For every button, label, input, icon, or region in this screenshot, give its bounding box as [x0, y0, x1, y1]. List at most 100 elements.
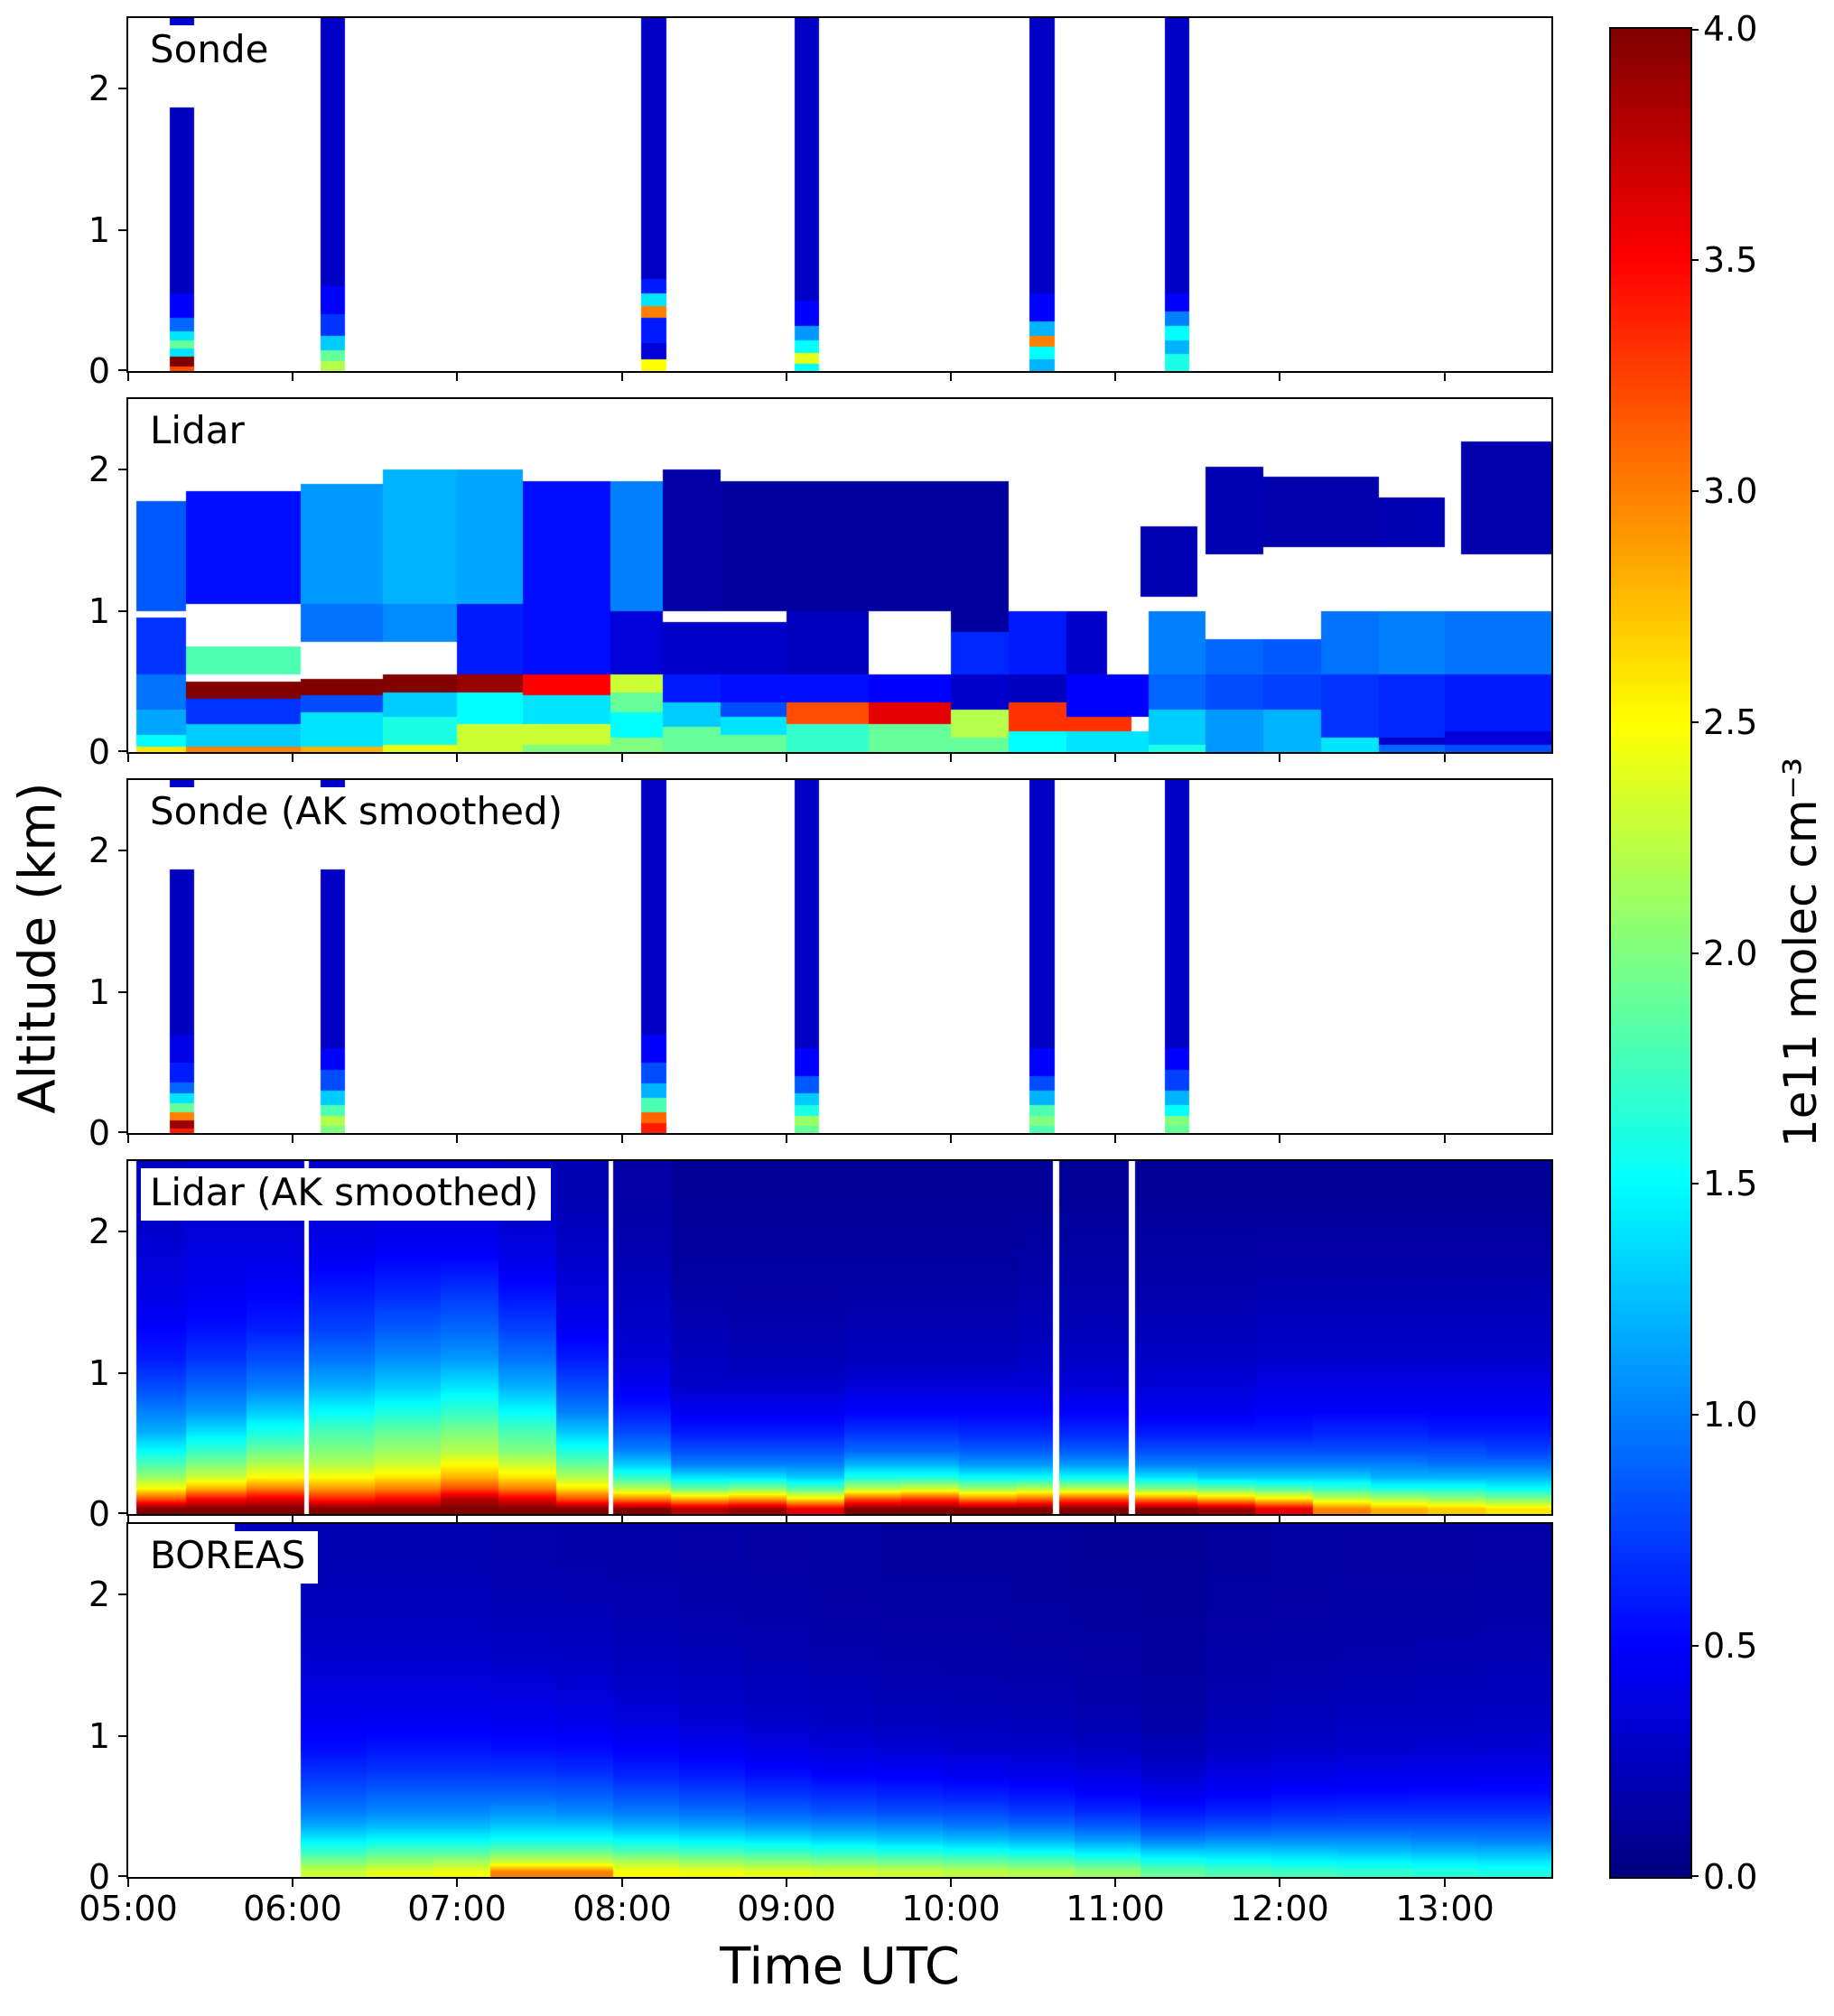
colorbar-tick-label: 3.0	[1703, 471, 1758, 511]
x-tick-mark	[456, 1135, 458, 1143]
boreas-heatmap-canvas	[128, 1524, 1551, 1877]
y-tick-label: 2	[88, 1575, 110, 1614]
y-tick-label: 0	[88, 351, 110, 391]
x-tick-label: 08:00	[573, 1889, 672, 1928]
x-tick-mark	[1114, 1879, 1116, 1887]
colorbar-canvas	[1611, 29, 1690, 1877]
x-tick-mark	[456, 373, 458, 381]
x-tick-label: 10:00	[901, 1889, 1001, 1928]
panel-label-boreas: BOREAS	[141, 1531, 319, 1584]
x-tick-mark	[292, 373, 293, 381]
y-tick-label: 2	[88, 450, 110, 489]
x-tick-mark	[292, 754, 293, 762]
y-tick-mark	[118, 610, 126, 612]
y-tick-label: 0	[88, 1113, 110, 1153]
x-tick-mark	[950, 754, 952, 762]
y-tick-label: 2	[88, 831, 110, 870]
colorbar-tick-label: 3.5	[1703, 240, 1758, 280]
y-tick-mark	[118, 750, 126, 752]
y-tick-mark	[118, 88, 126, 89]
x-tick-mark	[950, 1516, 952, 1524]
y-tick-mark	[118, 369, 126, 371]
colorbar-tick-mark	[1690, 259, 1699, 261]
x-tick-mark	[1114, 754, 1116, 762]
colorbar-tick-mark	[1690, 952, 1699, 954]
x-tick-label: 13:00	[1395, 1889, 1494, 1928]
y-tick-mark	[118, 1593, 126, 1595]
x-tick-label: 09:00	[737, 1889, 836, 1928]
x-tick-mark	[786, 1879, 787, 1887]
y-tick-label: 1	[88, 210, 110, 250]
x-tick-mark	[786, 754, 787, 762]
y-tick-mark	[118, 1372, 126, 1374]
colorbar-tick-label: 4.0	[1703, 9, 1758, 49]
panel-sonde-ak-smoothed: Sonde (AK smoothed) 0 1 2	[88, 778, 1553, 1153]
x-tick-mark	[786, 1135, 787, 1143]
x-tick-mark	[1444, 373, 1446, 381]
panel-sonde: Sonde 0 1 2	[88, 16, 1553, 391]
y-tick-mark	[118, 1512, 126, 1514]
x-axis-label: Time UTC	[720, 1937, 960, 1996]
x-tick-mark	[1279, 1879, 1280, 1887]
x-tick-mark	[1114, 373, 1116, 381]
x-tick-label: 11:00	[1066, 1889, 1165, 1928]
x-tick-mark	[127, 1879, 129, 1887]
colorbar-tick-mark	[1690, 721, 1699, 723]
x-tick-mark	[950, 373, 952, 381]
x-tick-mark	[456, 1516, 458, 1524]
x-tick-mark	[1444, 1879, 1446, 1887]
x-tick-label: 06:00	[243, 1889, 342, 1928]
x-tick-mark	[127, 1516, 129, 1524]
y-tick-mark	[118, 850, 126, 851]
colorbar-tick-label: 0.5	[1703, 1626, 1758, 1666]
x-tick-mark	[786, 1516, 787, 1524]
colorbar-tick-label: 2.5	[1703, 702, 1758, 742]
y-tick-label: 2	[88, 69, 110, 108]
x-tick-mark	[621, 1879, 623, 1887]
panel-label-sonde-ak: Sonde (AK smoothed)	[141, 787, 575, 841]
y-tick-mark	[118, 991, 126, 993]
panel-lidar: Lidar 0 1 2	[88, 397, 1553, 772]
x-tick-mark	[621, 1135, 623, 1143]
colorbar-tick-label: 2.0	[1703, 934, 1758, 973]
y-tick-label: 0	[88, 1494, 110, 1534]
x-tick-mark	[950, 1135, 952, 1143]
y-tick-label: 1	[88, 972, 110, 1012]
x-tick-mark	[786, 373, 787, 381]
x-tick-mark	[950, 1879, 952, 1887]
x-tick-mark	[1444, 1516, 1446, 1524]
y-tick-label: 0	[88, 1857, 110, 1897]
x-tick-mark	[127, 373, 129, 381]
colorbar-label-text: 1e11 molec cm⁻³	[1774, 757, 1827, 1148]
x-tick-label: 05:00	[79, 1889, 178, 1928]
x-tick-mark	[456, 754, 458, 762]
x-tick-mark	[621, 1516, 623, 1524]
x-tick-mark	[292, 1516, 293, 1524]
x-tick-mark	[1114, 1516, 1116, 1524]
colorbar-tick-mark	[1690, 490, 1699, 492]
colorbar-tick-mark	[1690, 29, 1699, 31]
x-tick-mark	[1279, 1516, 1280, 1524]
sonde-heatmap-canvas	[128, 18, 1551, 371]
colorbar-tick-mark	[1690, 1645, 1699, 1647]
y-tick-label: 1	[88, 591, 110, 631]
y-tick-label: 0	[88, 732, 110, 772]
colorbar-tick-label: 1.0	[1703, 1395, 1758, 1435]
x-tick-label: 07:00	[407, 1889, 507, 1928]
colorbar-tick-mark	[1690, 1875, 1699, 1877]
colorbar: 0.0 0.5 1.0 1.5 2.0 2.5 3.0 3.5 4.0	[1609, 9, 1757, 1897]
x-tick-mark	[1279, 1135, 1280, 1143]
x-tick-label: 12:00	[1230, 1889, 1329, 1928]
panel-label-sonde: Sonde	[141, 25, 282, 79]
x-tick-mark	[1279, 373, 1280, 381]
x-tick-mark	[456, 1879, 458, 1887]
y-tick-mark	[118, 1875, 126, 1877]
colorbar-tick-mark	[1690, 1183, 1699, 1185]
x-tick-mark	[1444, 754, 1446, 762]
y-tick-mark	[118, 1735, 126, 1737]
panel-lidar-ak-smoothed: Lidar (AK smoothed) 0 1 2	[88, 1159, 1553, 1534]
lidar-heatmap-canvas	[128, 399, 1551, 752]
colorbar-tick-label: 0.0	[1703, 1857, 1758, 1897]
x-tick-mark	[292, 1879, 293, 1887]
